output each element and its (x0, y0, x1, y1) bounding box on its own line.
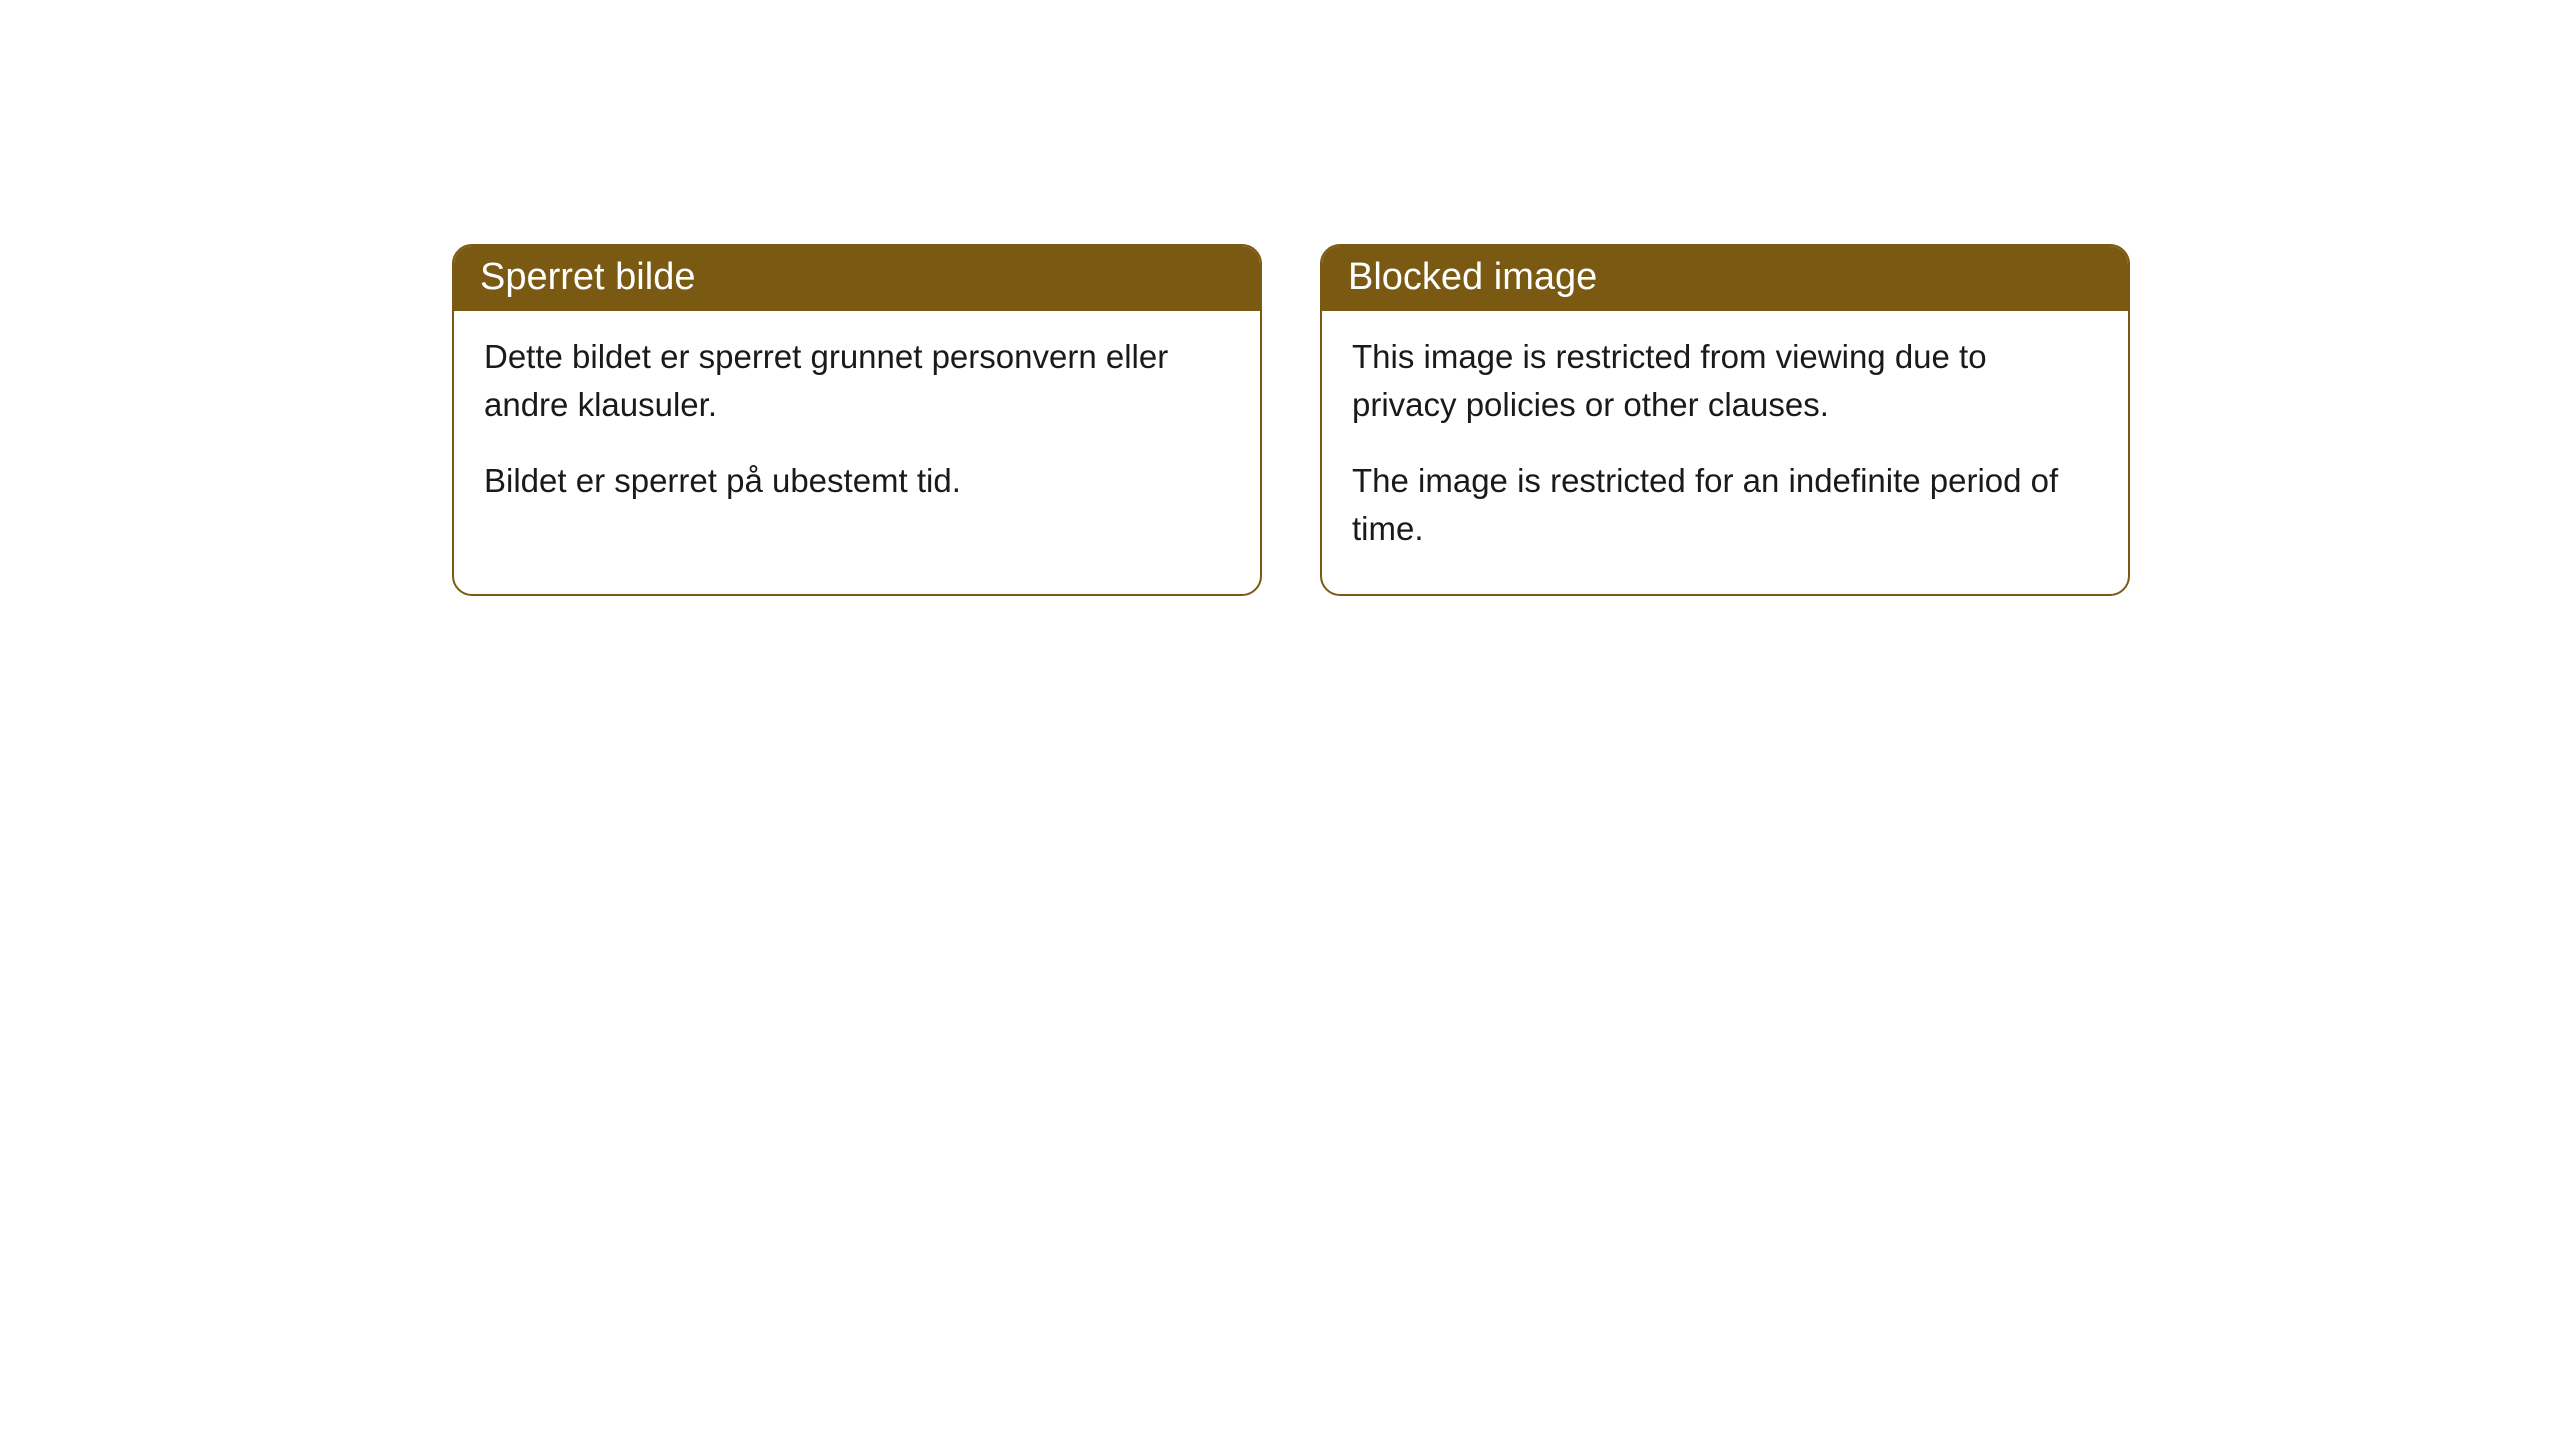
notice-paragraph-2-english: The image is restricted for an indefinit… (1352, 457, 2098, 553)
notice-paragraph-2-norwegian: Bildet er sperret på ubestemt tid. (484, 457, 1230, 505)
notice-card-english: Blocked image This image is restricted f… (1320, 244, 2130, 596)
notice-container: Sperret bilde Dette bildet er sperret gr… (452, 244, 2560, 596)
notice-body-norwegian: Dette bildet er sperret grunnet personve… (454, 311, 1260, 547)
notice-paragraph-1-norwegian: Dette bildet er sperret grunnet personve… (484, 333, 1230, 429)
notice-header-english: Blocked image (1322, 246, 2128, 311)
notice-body-english: This image is restricted from viewing du… (1322, 311, 2128, 594)
notice-card-norwegian: Sperret bilde Dette bildet er sperret gr… (452, 244, 1262, 596)
notice-paragraph-1-english: This image is restricted from viewing du… (1352, 333, 2098, 429)
notice-header-norwegian: Sperret bilde (454, 246, 1260, 311)
